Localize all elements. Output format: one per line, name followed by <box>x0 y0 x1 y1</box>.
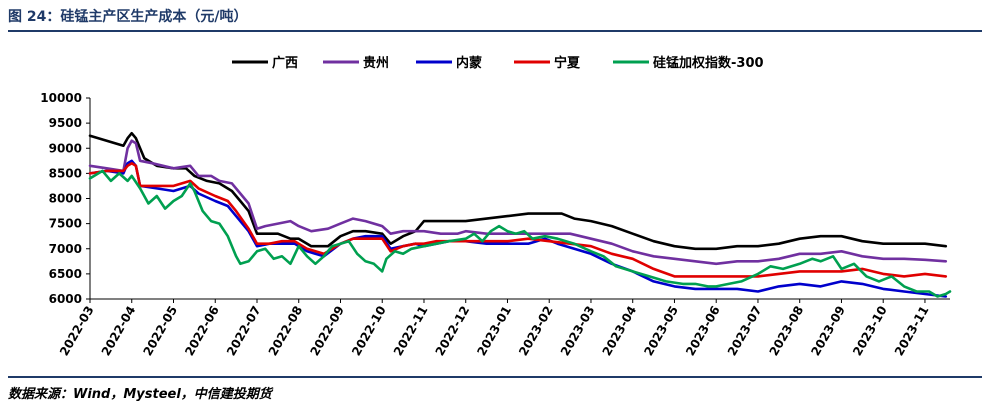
x-tick-label: 2022-11 <box>391 304 431 359</box>
legend-label: 宁夏 <box>554 55 581 71</box>
y-tick-label: 8500 <box>49 166 82 180</box>
series-group <box>88 131 952 298</box>
y-tick-label: 7500 <box>49 217 82 231</box>
x-tick-label: 2022-09 <box>307 304 347 359</box>
x-tick-label: 2023-04 <box>600 304 640 359</box>
bottom-rule <box>8 376 982 378</box>
x-tick-label: 2023-07 <box>725 304 765 359</box>
x-tick-label: 2023-03 <box>558 304 598 359</box>
legend-label: 内蒙 <box>456 55 482 71</box>
legend: 广西 贵州 内蒙 宁夏 硅锰加权指数-300 <box>232 55 764 71</box>
y-tick-label: 9000 <box>49 141 82 155</box>
y-tick-label: 6000 <box>49 292 82 306</box>
x-tick-label: 2022-12 <box>433 304 473 359</box>
x-tick-label: 2023-02 <box>516 304 556 359</box>
series-line-1 <box>88 139 948 266</box>
legend-label: 广西 <box>272 55 298 71</box>
x-tick-label: 2023-05 <box>641 304 681 359</box>
series-line-4 <box>88 169 952 298</box>
y-tick-label: 6500 <box>49 267 82 281</box>
axes: 6000 6500 7000 7500 8000 8500 9000 9500 10000 202… <box>40 91 950 358</box>
x-tick-label: 2022-07 <box>224 304 264 359</box>
y-tick-label: 10000 <box>40 91 82 105</box>
x-tick-label: 2023-06 <box>683 304 723 359</box>
x-tick-label: 2022-08 <box>266 304 306 359</box>
legend-label: 贵州 <box>363 55 389 71</box>
top-rule <box>8 30 982 32</box>
y-tick-label: 7000 <box>49 242 82 256</box>
x-tick-label: 2023-09 <box>808 304 848 359</box>
x-tick-label: 2022-06 <box>182 304 222 359</box>
x-tick-label: 2023-08 <box>767 304 807 359</box>
figure-title: 图 24：硅锰主产区生产成本（元/吨） <box>8 9 248 25</box>
legend-label: 硅锰加权指数-300 <box>653 55 764 71</box>
x-tick-label: 2023-01 <box>474 303 514 358</box>
y-tick-label: 8000 <box>49 192 82 206</box>
x-tick-label: 2022-05 <box>140 304 180 359</box>
y-tick-label: 9500 <box>49 116 82 130</box>
source-note: 数据来源：Wind，Mysteel，中信建投期货 <box>8 387 272 402</box>
x-tick-label: 2023-11 <box>892 304 932 359</box>
series-line-3 <box>88 162 948 278</box>
x-tick-label: 2022-10 <box>349 304 389 359</box>
x-tick-label: 2022-03 <box>57 304 97 359</box>
x-tick-label: 2023-10 <box>850 304 890 359</box>
x-tick-label: 2022-04 <box>99 304 139 359</box>
series-line-0 <box>88 131 948 251</box>
